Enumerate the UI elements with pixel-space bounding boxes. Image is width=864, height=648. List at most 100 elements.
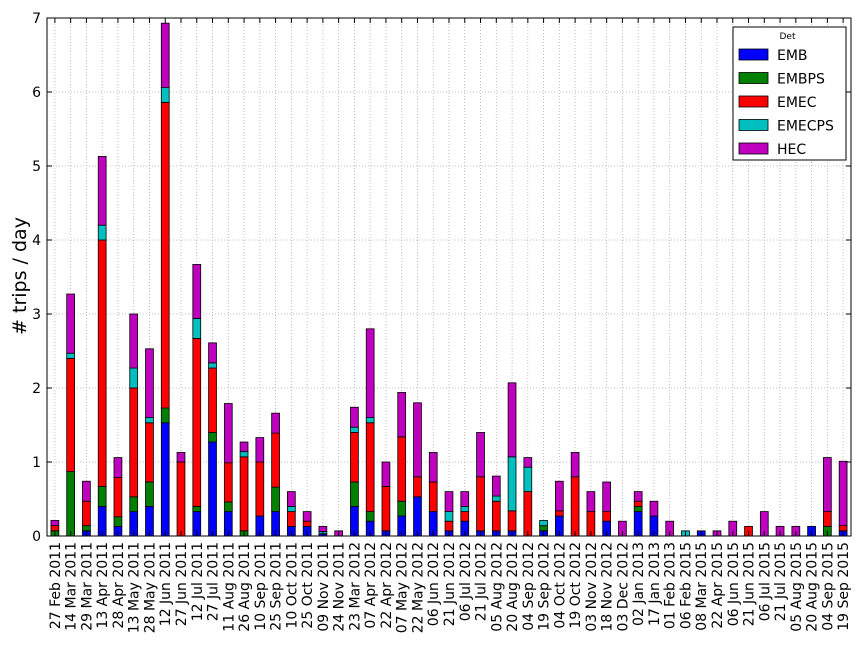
bar-hec-33 [570,451,580,478]
bar-emec-10 [208,367,217,433]
bar-embps-9 [192,505,202,512]
bar-emecps-25 [444,511,454,522]
xtick-label-9: 12 Jul 2011 [190,542,206,621]
ytick-label-5: 5 [32,159,41,175]
xtick-label-47: 05 Aug 2015 [789,542,805,632]
xtick-label-19: 23 Mar 2012 [347,542,363,631]
xtick-label-25: 21 Jun 2012 [442,542,458,626]
xtick-label-22: 07 May 2012 [395,542,411,633]
bar-emec-49 [823,511,832,527]
bar-emec-29 [507,510,517,532]
bar-hec-4 [113,457,123,478]
bar-emec-6 [145,422,154,483]
bar-hec-22 [397,392,407,438]
xtick-label-36: 03 Dec 2012 [615,542,631,631]
xtick-label-39: 01 Feb 2013 [663,542,679,629]
xtick-label-29: 20 Aug 2012 [505,542,521,632]
bar-embps-5 [129,496,139,512]
xtick-label-20: 07 Apr 2012 [363,542,379,629]
bar-emecps-1 [66,352,75,359]
bar-emec-12 [239,456,249,532]
bar-hec-34 [586,491,596,512]
bar-emecps-6 [145,417,154,424]
xtick-label-1: 14 Mar 2011 [64,542,80,631]
bar-hec-27 [476,431,485,478]
bar-emecps-10 [208,362,217,369]
xtick-label-45: 06 Jul 2015 [757,542,773,621]
bar-emecps-12 [239,451,249,458]
xtick-label-50: 19 Sep 2015 [836,542,852,631]
legend-box [732,26,847,161]
xtick-label-4: 28 Apr 2011 [111,542,127,629]
bar-hec-38 [649,500,659,517]
ytick-label-7: 7 [32,11,41,27]
bar-hec-0 [50,520,60,527]
bar-embps-11 [223,501,233,512]
bar-hec-3 [97,155,107,226]
legend-swatch-embps [738,72,769,84]
y-tick-labels: 0 1 2 3 4 5 6 7 [32,11,41,545]
bar-emec-4 [113,477,123,518]
xtick-label-0: 27 Feb 2011 [48,542,64,629]
legend-label-emb: EMB [777,48,808,64]
xtick-label-17: 09 Nov 2011 [316,542,332,632]
ytick-label-0: 0 [32,529,41,545]
bar-hec-12 [239,441,249,453]
xtick-label-11: 11 Aug 2011 [221,542,237,632]
xtick-label-8: 27 Jun 2011 [174,542,190,626]
bar-emecps-28 [491,495,501,502]
bar-emecps-29 [507,456,517,512]
bar-hec-21 [381,461,391,487]
bar-emec-0 [50,525,60,532]
legend-title: Det [780,32,796,42]
bar-hec-37 [633,491,643,502]
legend-swatch-emb [738,48,769,61]
bar-hec-15 [287,491,296,507]
xtick-label-42: 22 Apr 2015 [710,542,726,629]
bar-hec-30 [523,457,533,468]
xtick-label-34: 03 Nov 2012 [584,542,600,632]
bar-emec-26 [460,511,470,522]
bar-emec-30 [523,491,533,537]
xtick-label-40: 06 Feb 2015 [678,542,694,629]
xtick-label-12: 26 Aug 2011 [237,542,253,632]
bar-hec-10 [208,342,217,364]
xtick-label-2: 29 Mar 2011 [79,542,95,631]
bar-hec-5 [129,313,139,369]
bar-hec-35 [602,481,611,512]
bar-emec-27 [476,476,485,532]
bar-embps-14 [271,486,280,512]
bar-emecps-3 [97,224,107,241]
bar-hec-1 [66,293,75,354]
bar-emec-50 [838,525,848,532]
bar-embps-22 [397,500,407,517]
xtick-label-6: 28 May 2011 [142,542,158,633]
bar-hec-9 [192,264,202,319]
bar-emec-15 [287,511,296,527]
bar-emec-32 [555,510,564,517]
bar-emec-9 [192,338,202,507]
xtick-label-49: 04 Sep 2015 [820,542,836,631]
bar-hec-8 [176,451,186,463]
bar-stacks [50,22,848,537]
bar-emecps-19 [350,426,359,433]
bar-hec-13 [255,437,265,463]
ytick-label-4: 4 [32,233,41,249]
bar-emec-19 [350,431,359,483]
xtick-label-31: 19 Sep 2012 [537,542,553,631]
xtick-label-28: 05 Aug 2012 [489,542,505,632]
bar-hec-32 [555,480,564,512]
xtick-label-7: 12 Jun 2011 [158,542,174,626]
bar-hec-14 [271,412,280,434]
bar-emb-23 [413,496,422,537]
xtick-label-23: 22 May 2012 [410,542,426,633]
axes [46,17,852,537]
bar-embps-31 [539,525,548,532]
bar-emec-1 [66,357,75,473]
xtick-label-26: 06 Jul 2012 [458,542,474,621]
bar-emec-25 [444,520,454,532]
bar-hec-19 [350,406,359,428]
bar-hec-25 [444,491,454,512]
legend-label-embps: EMBPS [777,72,825,88]
